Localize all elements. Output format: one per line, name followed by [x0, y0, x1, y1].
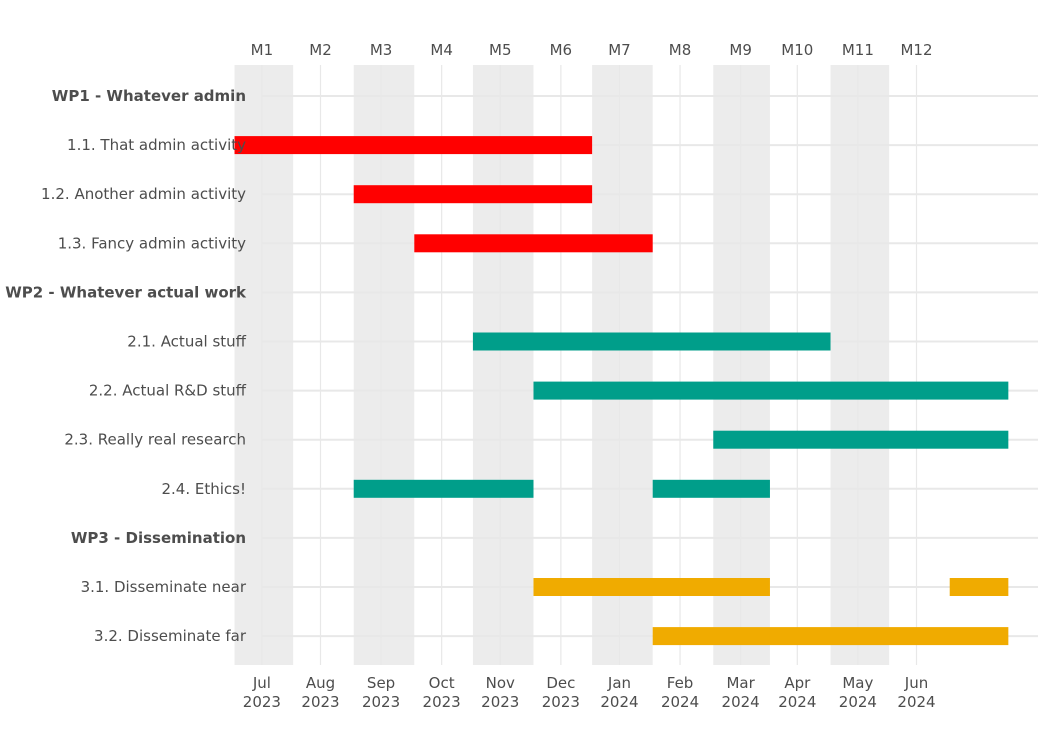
bottom-tick-year: 2024	[661, 693, 699, 711]
task-label: 1.2. Another admin activity	[41, 185, 246, 203]
top-tick-m2: M2	[309, 41, 332, 59]
shade-band-m3	[353, 65, 415, 665]
task-label: 2.1. Actual stuff	[127, 333, 246, 351]
bottom-tick-year: 2023	[481, 693, 519, 711]
task-labels: WP1 - Whatever admin 1.1. That admin acti…	[5, 87, 247, 645]
task-bar-row-10-1	[949, 578, 1009, 596]
task-bar-row-5-0	[472, 332, 831, 351]
bottom-tick-year: 2023	[423, 693, 461, 711]
task-label: 2.2. Actual R&D stuff	[89, 382, 247, 400]
task-bar-row-8-0	[353, 479, 534, 498]
bottom-tick-year: 2023	[243, 693, 281, 711]
top-tick-m4: M4	[430, 41, 453, 59]
bottom-axis-date-labels: Jul2023Aug2023Sep2023Oct2023Nov2023Dec20…	[243, 674, 936, 711]
work-package-label: WP1 - Whatever admin	[52, 87, 246, 105]
task-bar-row-6-0	[533, 381, 1009, 400]
shade-band-m1	[234, 65, 294, 665]
bottom-tick-year: 2024	[897, 693, 935, 711]
bottom-tick-year: 2023	[301, 693, 339, 711]
top-tick-m7: M7	[608, 41, 631, 59]
bottom-tick-month: Nov	[486, 674, 515, 692]
bottom-tick-month: Oct	[429, 674, 455, 692]
bottom-tick-month: Aug	[306, 674, 335, 692]
shade-band-m9	[713, 65, 770, 665]
top-tick-m12: M12	[900, 41, 932, 59]
bottom-tick-month: Feb	[667, 674, 694, 692]
work-package-label: WP3 - Dissemination	[71, 529, 246, 547]
bottom-tick-month: Mar	[726, 674, 755, 692]
month-shading-layer	[234, 65, 890, 665]
bottom-tick-year: 2024	[600, 693, 638, 711]
task-bar-row-1-0	[234, 136, 593, 155]
top-tick-m1: M1	[251, 41, 274, 59]
bottom-tick-month: Jan	[607, 674, 631, 692]
task-bar-row-10-0	[533, 578, 770, 596]
task-bar-row-3-0	[414, 234, 653, 253]
bottom-tick-year: 2024	[778, 693, 816, 711]
bottom-tick-month: Jun	[904, 674, 928, 692]
bottom-tick-month: Jul	[252, 674, 271, 692]
bottom-tick-year: 2023	[542, 693, 580, 711]
top-tick-m8: M8	[669, 41, 692, 59]
work-package-label: WP2 - Whatever actual work	[5, 283, 247, 301]
shade-band-m11	[830, 65, 890, 665]
top-tick-m10: M10	[781, 41, 813, 59]
top-tick-m5: M5	[489, 41, 512, 59]
task-bar-row-11-0	[652, 627, 1009, 646]
shade-band-m7	[592, 65, 653, 665]
top-tick-m3: M3	[370, 41, 393, 59]
top-tick-m11: M11	[842, 41, 874, 59]
shade-band-m5	[472, 65, 534, 665]
bottom-tick-month: May	[842, 674, 873, 692]
bottom-tick-year: 2024	[839, 693, 877, 711]
bottom-tick-month: Apr	[784, 674, 811, 692]
task-label: 1.1. That admin activity	[67, 136, 246, 154]
bottom-tick-year: 2023	[362, 693, 400, 711]
task-bar-row-7-0	[713, 430, 1009, 449]
bottom-tick-year: 2024	[722, 693, 760, 711]
task-bar-row-8-1	[652, 479, 770, 498]
task-label: 2.3. Really real research	[64, 431, 246, 449]
top-tick-m6: M6	[550, 41, 573, 59]
task-label: 2.4. Ethics!	[162, 480, 247, 498]
task-label: 3.2. Disseminate far	[94, 627, 247, 645]
top-axis-month-labels: M1 M2 M3 M4 M5 M6 M7 M8 M9 M10 M11 M12	[251, 41, 933, 59]
bottom-tick-month: Dec	[546, 674, 575, 692]
task-bar-row-2-0	[353, 185, 593, 204]
task-bars-layer	[234, 136, 1009, 646]
task-label: 3.1. Disseminate near	[81, 578, 247, 596]
top-tick-m9: M9	[729, 41, 752, 59]
bottom-tick-month: Sep	[367, 674, 395, 692]
task-label: 1.3. Fancy admin activity	[58, 234, 246, 252]
